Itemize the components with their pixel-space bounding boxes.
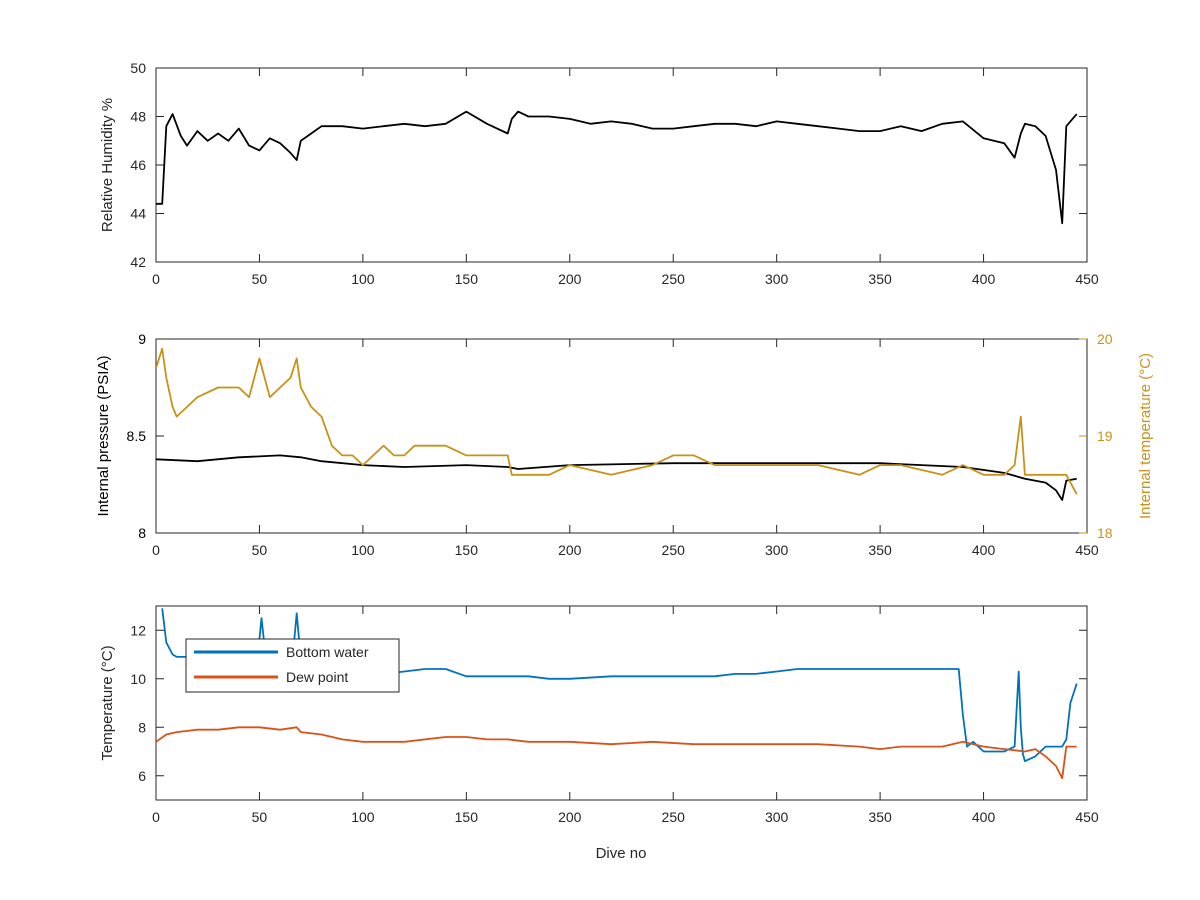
x-tick-label: 250: [662, 542, 686, 558]
series-group-pressure: [156, 347, 1078, 501]
y-tick-label: 12: [130, 622, 146, 638]
x-tick-label: 350: [868, 542, 892, 558]
y-tick-label: 10: [130, 671, 146, 687]
series-line-humidity-left: [156, 110, 1078, 225]
ylabel-humidity: Relative Humidity %: [99, 98, 116, 232]
plot-frame-temperature: [155, 605, 1088, 801]
tick-marks-pressure: 0 50 100 150 200 250 300 350 400 450 8 8.5 9 18 19 20: [127, 331, 1113, 558]
x-tick-label: 300: [765, 271, 789, 287]
x-tick-label: 200: [558, 809, 582, 825]
panel-pressure: 0 50 100 150 200 250 300 350 400 450 8 8.5 9 18 19 20 I…: [95, 331, 1154, 558]
panel-temperature: 0 50 100 150 200 250 300 350 400 450 6 8 10 12 Temper…: [99, 605, 1099, 862]
x-tick-label: 450: [1075, 542, 1099, 558]
y2-tick-label: 19: [1097, 428, 1113, 444]
x-tick-label: 0: [152, 271, 160, 287]
x-tick-label: 50: [252, 809, 268, 825]
tick-marks-humidity: 0 50 100 150 200 250 300 350 400 450 42 44 46 48 50: [130, 60, 1098, 287]
x-tick-label: 200: [558, 271, 582, 287]
x-tick-label: 300: [765, 542, 789, 558]
y2label-internal-temperature: Internal temperature (°C): [1137, 353, 1154, 519]
x-tick-label: 50: [252, 542, 268, 558]
legend: Bottom water Dew point: [185, 638, 400, 693]
x-tick-label: 250: [662, 809, 686, 825]
x-tick-label: 250: [662, 271, 686, 287]
plot-frame-pressure: [155, 338, 1088, 534]
x-tick-label: 450: [1075, 271, 1099, 287]
x-tick-label: 150: [455, 809, 479, 825]
series-group-temperature: [156, 608, 1078, 780]
x-tick-label: 0: [152, 809, 160, 825]
x-tick-label: 350: [868, 809, 892, 825]
series-line-pressure-left: [156, 454, 1077, 501]
x-tick-label: 0: [152, 542, 160, 558]
legend-label-dew-point: Dew point: [286, 669, 348, 685]
y-tick-label: 50: [130, 60, 146, 76]
xlabel-dive-no: Dive no: [596, 845, 647, 862]
panel-humidity: 0 50 100 150 200 250 300 350 400 450 42 44 46 48 50 Re…: [99, 60, 1099, 287]
x-tick-label: 150: [455, 542, 479, 558]
x-tick-label: 400: [972, 542, 996, 558]
y-tick-label: 48: [130, 109, 146, 125]
x-tick-label: 100: [351, 271, 375, 287]
x-tick-label: 50: [252, 271, 268, 287]
y-tick-label: 44: [130, 206, 146, 222]
series-line-pressure-right: [156, 347, 1078, 495]
y2-tick-label: 18: [1097, 525, 1113, 541]
y-tick-label: 8.5: [127, 428, 147, 444]
plot-frame-humidity: [155, 67, 1088, 263]
series-group-humidity: [156, 110, 1078, 225]
x-tick-label: 450: [1075, 809, 1099, 825]
y-tick-label: 8: [138, 719, 146, 735]
tick-marks-temperature: 0 50 100 150 200 250 300 350 400 450 6 8 10 12: [130, 606, 1099, 825]
y-tick-label: 46: [130, 157, 146, 173]
x-tick-label: 100: [351, 542, 375, 558]
x-tick-label: 150: [455, 271, 479, 287]
y-tick-label: 6: [138, 768, 146, 784]
y2-tick-label: 20: [1097, 331, 1113, 347]
x-tick-label: 350: [868, 271, 892, 287]
ylabel-pressure: Internal pressure (PSIA): [95, 356, 112, 517]
ylabel-temperature: Temperature (°C): [99, 645, 116, 760]
x-tick-label: 400: [972, 271, 996, 287]
y-tick-label: 9: [138, 331, 146, 347]
y-tick-label: 8: [138, 525, 146, 541]
x-tick-label: 100: [351, 809, 375, 825]
x-tick-label: 300: [765, 809, 789, 825]
x-tick-label: 200: [558, 542, 582, 558]
legend-label-bottom-water: Bottom water: [286, 644, 369, 660]
legend-box: [185, 638, 400, 693]
series-line-dew-point: [156, 726, 1077, 780]
y-tick-label: 42: [130, 254, 146, 270]
x-tick-label: 400: [972, 809, 996, 825]
